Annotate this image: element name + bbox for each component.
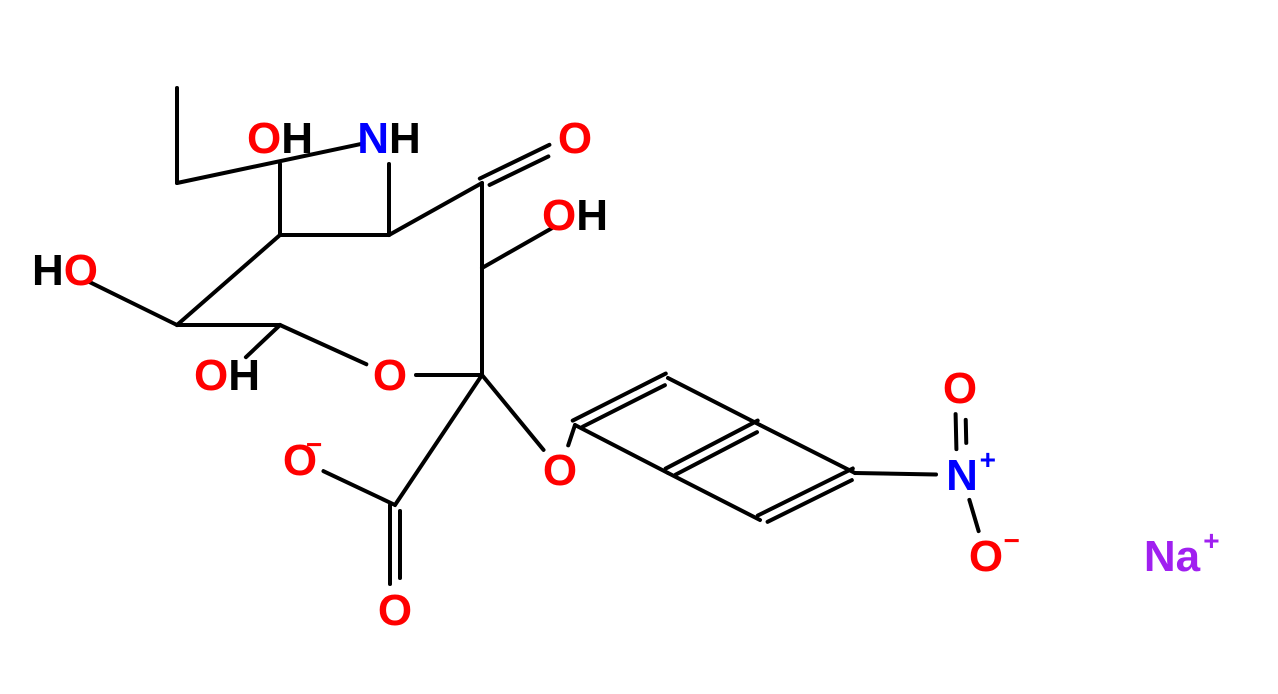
svg-text:+: + [980,444,996,475]
svg-text:O: O [969,532,1003,581]
svg-text:Na: Na [1144,532,1201,581]
atom-label: NH [357,114,421,163]
atom-label: OH [247,114,313,163]
atom-label: O [373,351,407,400]
svg-text:−: − [306,429,322,460]
svg-text:NH: NH [357,114,421,163]
molecule-diagram: NHOOHOHHOOHOO−OON+OO−Na+ [0,0,1278,694]
atom-label: O [378,586,412,635]
atom-label: Na+ [1144,525,1220,580]
atom-label: O [943,364,977,413]
svg-text:OH: OH [247,114,313,163]
atom-label: OH [194,351,260,400]
svg-text:OH: OH [194,351,260,400]
svg-text:OH: OH [542,191,608,240]
atom-label: N+ [946,444,996,499]
atom-label: HO [32,246,98,295]
atom-label: O [558,114,592,163]
svg-text:+: + [1203,525,1219,556]
svg-text:HO: HO [32,246,98,295]
svg-text:O: O [373,351,407,400]
svg-text:−: − [1004,525,1020,556]
atom-label: O− [283,429,322,484]
svg-text:O: O [543,446,577,495]
svg-text:O: O [558,114,592,163]
svg-text:O: O [378,586,412,635]
svg-text:N: N [946,451,978,500]
atom-label: O [543,446,577,495]
atom-label: OH [542,191,608,240]
atom-label: O− [969,525,1020,580]
svg-text:O: O [943,364,977,413]
